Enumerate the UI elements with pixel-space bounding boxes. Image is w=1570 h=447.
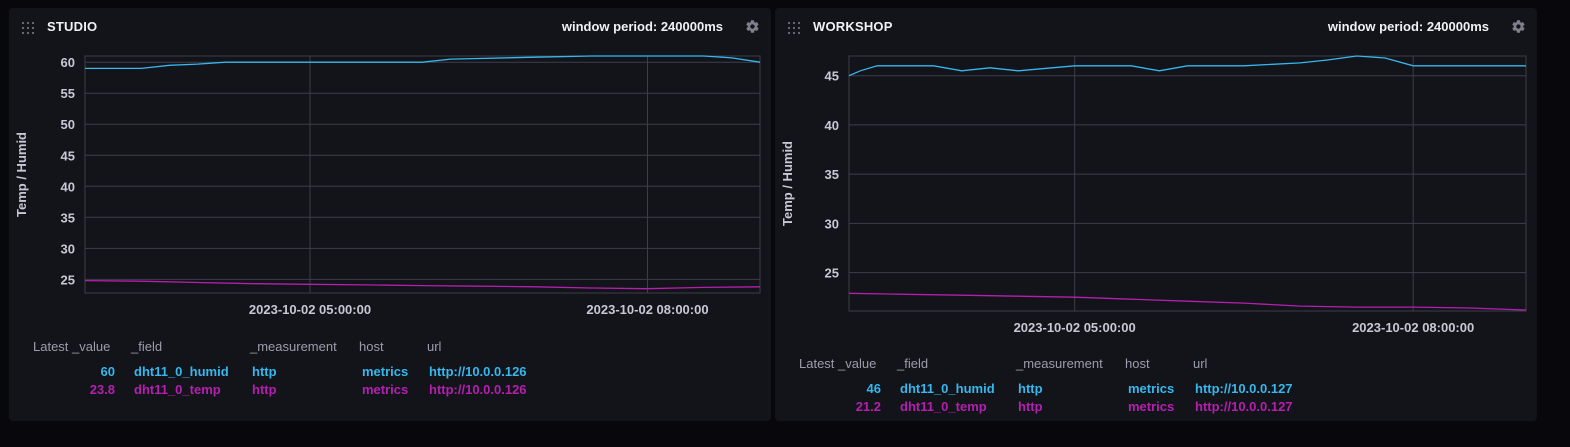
legend-humid-url: http://10.0.0.126 bbox=[429, 364, 527, 379]
series-line-dht11_0_humid bbox=[848, 55, 1526, 77]
x-tick-label: 2023-10-02 08:00:00 bbox=[586, 302, 708, 317]
legend-temp-url: http://10.0.0.127 bbox=[1195, 399, 1293, 414]
legend-header-field: _field bbox=[131, 339, 163, 354]
drag-handle-icon[interactable] bbox=[21, 21, 35, 35]
legend-table: Latest _value _field _measurement host u… bbox=[799, 356, 1519, 416]
legend-humid-value: 60 bbox=[100, 364, 115, 379]
y-tick-label: 25 bbox=[61, 272, 75, 287]
legend-temp-value: 21.2 bbox=[855, 399, 881, 414]
legend-temp-value: 23.8 bbox=[89, 382, 115, 397]
legend-humid-field: dht11_0_humid bbox=[900, 381, 995, 396]
series-line-dht11_0_temp bbox=[848, 292, 1527, 311]
legend-humid-value: 46 bbox=[866, 381, 881, 396]
legend-humid-measurement: http bbox=[1018, 381, 1043, 396]
legend-temp-url: http://10.0.0.126 bbox=[429, 382, 527, 397]
legend-header-url: url bbox=[1193, 356, 1208, 371]
gear-icon[interactable] bbox=[745, 19, 760, 34]
legend-header-measurement: _measurement bbox=[250, 339, 337, 354]
studio-chart: 25 30 35 40 45 50 55 60 2023-10-02 05:00:00 2023-… bbox=[14, 55, 761, 317]
legend-header-field: _field bbox=[897, 356, 929, 371]
legend-header-value: Latest _value bbox=[799, 356, 877, 371]
legend-humid-measurement: http bbox=[252, 364, 277, 379]
legend-temp-field: dht11_0_temp bbox=[900, 399, 987, 414]
y-tick-label: 45 bbox=[825, 69, 839, 84]
y-tick-label: 35 bbox=[61, 210, 75, 225]
legend-temp-measurement: http bbox=[1018, 399, 1043, 414]
x-tick-label: 2023-10-02 08:00:00 bbox=[1352, 320, 1474, 335]
plot-frame bbox=[84, 55, 761, 294]
plot-frame bbox=[848, 55, 1527, 312]
x-tick-label: 2023-10-02 05:00:00 bbox=[249, 302, 371, 317]
y-axis-label: Temp / Humid bbox=[780, 141, 795, 226]
y-tick-label: 40 bbox=[825, 118, 839, 133]
series-line-dht11_0_temp bbox=[84, 279, 761, 290]
panel-title: STUDIO bbox=[47, 19, 98, 34]
legend-humid-url: http://10.0.0.127 bbox=[1195, 381, 1293, 396]
workshop-chart: 25 30 35 40 45 2023-10-02 05:00:00 2023-10-02 … bbox=[780, 55, 1527, 335]
gear-icon[interactable] bbox=[1511, 19, 1526, 34]
panel-studio: STUDIO window period: 240000ms 25 30 35 40 4… bbox=[9, 8, 771, 421]
window-period: window period: 240000ms bbox=[1327, 19, 1489, 34]
legend-humid-host: metrics bbox=[1128, 381, 1175, 396]
series-line-dht11_0_humid bbox=[85, 55, 761, 70]
y-tick-label: 40 bbox=[61, 179, 75, 194]
legend-header-url: url bbox=[427, 339, 442, 354]
legend-header-value: Latest _value bbox=[33, 339, 111, 354]
y-tick-label: 30 bbox=[61, 241, 75, 256]
legend-humid-field: dht11_0_humid bbox=[134, 364, 229, 379]
y-tick-label: 55 bbox=[61, 86, 75, 101]
y-tick-label: 35 bbox=[825, 167, 839, 182]
legend-header-host: host bbox=[1125, 356, 1150, 371]
legend-temp-host: metrics bbox=[1128, 399, 1175, 414]
y-tick-label: 50 bbox=[61, 117, 75, 132]
y-tick-label: 60 bbox=[61, 55, 75, 70]
y-axis-label: Temp / Humid bbox=[14, 132, 29, 217]
legend-humid-host: metrics bbox=[362, 364, 409, 379]
window-period: window period: 240000ms bbox=[561, 19, 723, 34]
legend-temp-measurement: http bbox=[252, 382, 277, 397]
panel-title: WORKSHOP bbox=[813, 19, 893, 34]
legend-temp-field: dht11_0_temp bbox=[134, 382, 221, 397]
y-tick-label: 25 bbox=[825, 266, 839, 281]
drag-handle-icon[interactable] bbox=[787, 21, 801, 35]
legend-header-measurement: _measurement bbox=[1016, 356, 1103, 371]
y-tick-label: 30 bbox=[825, 216, 839, 231]
y-tick-label: 45 bbox=[61, 148, 75, 163]
legend-temp-host: metrics bbox=[362, 382, 409, 397]
panel-workshop: WORKSHOP window period: 240000ms 25 30 35 4… bbox=[775, 8, 1537, 421]
legend-header-host: host bbox=[359, 339, 384, 354]
legend-table: Latest _value _field _measurement host u… bbox=[33, 339, 753, 399]
x-tick-label: 2023-10-02 05:00:00 bbox=[1014, 320, 1136, 335]
